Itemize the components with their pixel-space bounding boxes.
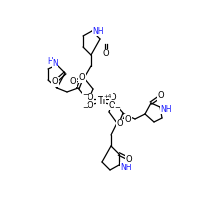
Text: −: − xyxy=(82,105,88,111)
Text: −: − xyxy=(114,105,120,111)
Text: N: N xyxy=(52,60,58,68)
Text: O: O xyxy=(110,94,116,102)
Text: O: O xyxy=(52,78,58,86)
Text: NH: NH xyxy=(92,26,104,36)
Text: O: O xyxy=(103,49,109,59)
Text: NH: NH xyxy=(160,104,172,114)
Text: O: O xyxy=(158,92,164,101)
Text: −: − xyxy=(82,92,88,98)
Text: +4: +4 xyxy=(104,94,112,99)
Text: Ti: Ti xyxy=(97,96,105,106)
Text: H: H xyxy=(47,57,53,65)
Text: O: O xyxy=(125,115,131,123)
Text: NH: NH xyxy=(120,162,132,171)
Text: O: O xyxy=(109,101,115,109)
Text: Ti: Ti xyxy=(97,96,105,106)
Text: O: O xyxy=(87,101,93,109)
Text: O: O xyxy=(126,155,132,163)
Text: O: O xyxy=(79,74,85,82)
Text: O: O xyxy=(87,94,93,102)
Text: O: O xyxy=(70,78,76,86)
Text: O: O xyxy=(117,120,123,128)
Text: +4: +4 xyxy=(104,94,112,99)
